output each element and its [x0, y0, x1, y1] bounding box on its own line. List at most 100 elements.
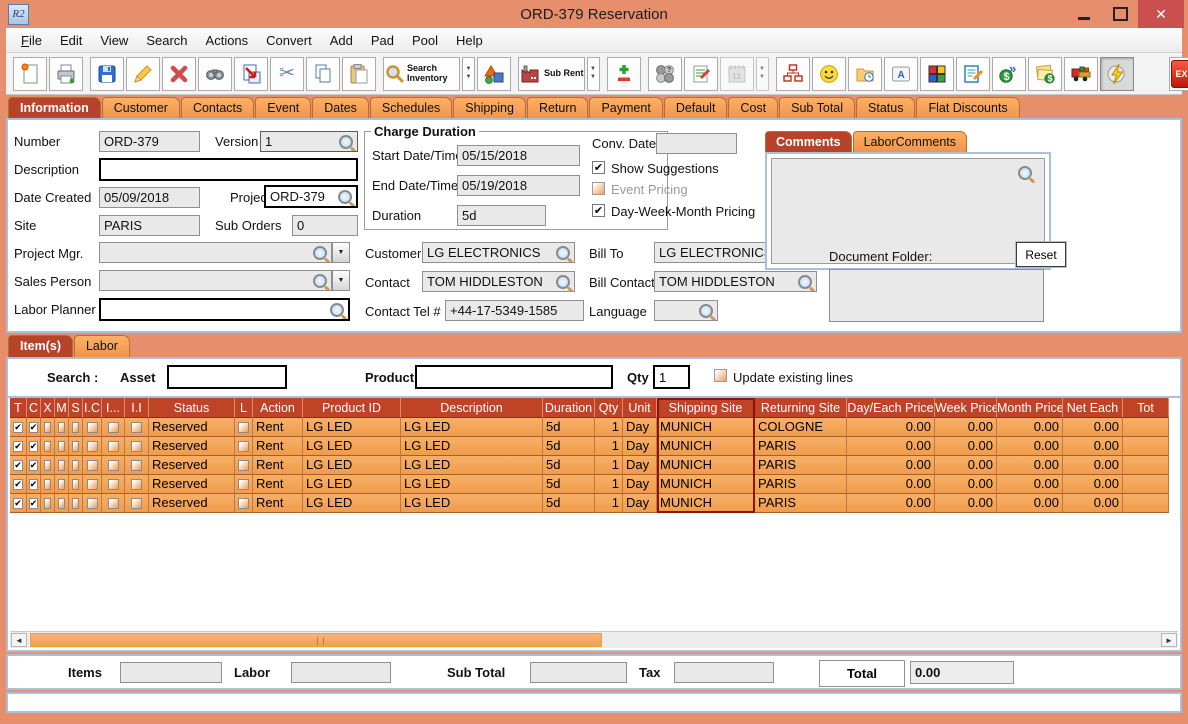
- start-date-field[interactable]: 05/15/2018: [457, 145, 580, 166]
- row-checkbox-l[interactable]: [238, 459, 249, 471]
- menu-search[interactable]: Search: [146, 32, 188, 48]
- sub-rent-button[interactable]: Sub Rent: [518, 56, 585, 91]
- exit-button[interactable]: EXIT: [1168, 56, 1188, 91]
- row-checkbox-t[interactable]: ✔: [13, 440, 23, 452]
- cell-ii[interactable]: [125, 456, 149, 475]
- row-checkbox-s[interactable]: [72, 440, 79, 452]
- menu-edit[interactable]: Edit: [59, 32, 83, 48]
- cell-month_price[interactable]: 0.00: [997, 418, 1063, 437]
- cell-m[interactable]: [55, 494, 69, 513]
- cell-s[interactable]: [69, 494, 83, 513]
- date-created-field[interactable]: 05/09/2018: [99, 187, 200, 208]
- column-header-i-i[interactable]: I.I: [125, 398, 149, 418]
- column-header-month-price[interactable]: Month Price: [997, 398, 1063, 418]
- cell-ii[interactable]: [125, 494, 149, 513]
- cell-ii[interactable]: [125, 475, 149, 494]
- cell-ic[interactable]: [83, 456, 102, 475]
- row-checkbox-ii[interactable]: [131, 459, 142, 471]
- row-checkbox-ic[interactable]: [86, 497, 98, 509]
- comments-tab-comments[interactable]: Comments: [765, 131, 852, 152]
- cell-idot[interactable]: [102, 456, 125, 475]
- cell-action[interactable]: Rent: [253, 418, 303, 437]
- cell-s[interactable]: [69, 456, 83, 475]
- cell-net_each[interactable]: 0.00: [1063, 494, 1123, 513]
- cell-net_each[interactable]: 0.00: [1063, 475, 1123, 494]
- comments-lookup-icon[interactable]: [1018, 166, 1032, 180]
- cell-returning_site[interactable]: PARIS: [755, 437, 847, 456]
- cell-day_each_price[interactable]: 0.00: [847, 456, 935, 475]
- description-field[interactable]: [99, 158, 358, 181]
- cell-x[interactable]: [41, 418, 55, 437]
- cell-shipping_site[interactable]: MUNICH: [657, 494, 755, 513]
- copy-button[interactable]: [306, 56, 340, 91]
- cell-duration[interactable]: 5d: [543, 456, 595, 475]
- cell-unit[interactable]: Day: [623, 418, 657, 437]
- sales-person-field[interactable]: [99, 270, 332, 291]
- cell-week_price[interactable]: 0.00: [935, 456, 997, 475]
- language-lookup-icon[interactable]: [699, 303, 713, 318]
- print-button[interactable]: [49, 56, 83, 91]
- reset-button[interactable]: Reset: [1015, 241, 1067, 268]
- row-checkbox-ic[interactable]: [86, 459, 98, 471]
- row-checkbox-m[interactable]: [58, 497, 65, 509]
- row-checkbox-t[interactable]: ✔: [13, 497, 23, 509]
- column-header-i[interactable]: I...: [102, 398, 125, 418]
- row-checkbox-l[interactable]: [238, 440, 249, 452]
- row-checkbox-m[interactable]: [58, 440, 65, 452]
- row-checkbox-idot[interactable]: [107, 440, 119, 452]
- export-document-button[interactable]: [234, 56, 268, 91]
- tab-cost[interactable]: Cost: [728, 97, 779, 119]
- contact-field[interactable]: TOM HIDDLESTON: [422, 271, 575, 292]
- cell-l[interactable]: [235, 494, 253, 513]
- customer-field[interactable]: LG ELECTRONICS: [422, 242, 575, 263]
- cell-tot[interactable]: [1123, 437, 1169, 456]
- cell-day_each_price[interactable]: 0.00: [847, 418, 935, 437]
- column-header-l[interactable]: L: [235, 398, 253, 418]
- table-row-5[interactable]: ✔ ✔ Reserved Rent LG LED LG LED 5d 1 Day MUNICH PA…: [10, 494, 1171, 513]
- horizontal-scrollbar[interactable]: ◄ ►: [10, 631, 1178, 648]
- tab-payment[interactable]: Payment: [589, 97, 663, 119]
- cell-returning_site[interactable]: PARIS: [755, 494, 847, 513]
- sub-rent-dropdown[interactable]: ▼ ▼: [586, 56, 600, 91]
- items-tab-item-s[interactable]: Item(s): [8, 335, 73, 357]
- cell-qty[interactable]: 1: [595, 418, 623, 437]
- cell-c[interactable]: ✔: [27, 475, 41, 494]
- price-notes-button[interactable]: $: [1027, 56, 1062, 91]
- version-field[interactable]: 1: [260, 131, 358, 152]
- items-tab-labor[interactable]: Labor: [73, 335, 130, 357]
- row-checkbox-s[interactable]: [72, 459, 79, 471]
- row-checkbox-c[interactable]: ✔: [28, 421, 39, 433]
- cell-returning_site[interactable]: PARIS: [755, 475, 847, 494]
- save-button[interactable]: [90, 56, 124, 91]
- cell-qty[interactable]: 1: [595, 494, 623, 513]
- cell-x[interactable]: [41, 437, 55, 456]
- column-header-s[interactable]: S: [69, 398, 83, 418]
- cell-action[interactable]: Rent: [253, 456, 303, 475]
- day-week-month-checkbox[interactable]: ✔: [592, 204, 605, 217]
- comments-tab-laborcomments[interactable]: LaborComments: [852, 131, 967, 152]
- cell-shipping_site[interactable]: MUNICH: [657, 456, 755, 475]
- cell-l[interactable]: [235, 418, 253, 437]
- row-checkbox-ic[interactable]: [86, 440, 98, 452]
- table-row-2[interactable]: ✔ ✔ Reserved Rent LG LED LG LED 5d 1 Day MUNICH PA…: [10, 437, 1171, 456]
- row-checkbox-c[interactable]: ✔: [28, 497, 39, 509]
- column-header-unit[interactable]: Unit: [623, 398, 657, 418]
- cell-idot[interactable]: [102, 418, 125, 437]
- column-header-day-each-price[interactable]: Day/Each Price: [847, 398, 935, 418]
- tab-return[interactable]: Return: [526, 97, 589, 119]
- project-lookup-icon[interactable]: [338, 189, 352, 204]
- row-checkbox-x[interactable]: [44, 459, 51, 471]
- row-checkbox-l[interactable]: [238, 421, 249, 433]
- labor-planner-lookup-icon[interactable]: [330, 302, 344, 317]
- end-date-field[interactable]: 05/19/2018: [457, 175, 580, 196]
- cell-action[interactable]: Rent: [253, 494, 303, 513]
- column-header-shipping-site[interactable]: Shipping Site: [657, 398, 755, 418]
- column-header-status[interactable]: Status: [149, 398, 235, 418]
- cell-ii[interactable]: [125, 437, 149, 456]
- cell-week_price[interactable]: 0.00: [935, 475, 997, 494]
- tab-information[interactable]: Information: [8, 97, 101, 119]
- sales-person-dropdown[interactable]: ▼: [332, 270, 350, 291]
- menu-add[interactable]: Add: [329, 32, 353, 48]
- row-checkbox-x[interactable]: [44, 497, 51, 509]
- cell-shipping_site[interactable]: MUNICH: [657, 475, 755, 494]
